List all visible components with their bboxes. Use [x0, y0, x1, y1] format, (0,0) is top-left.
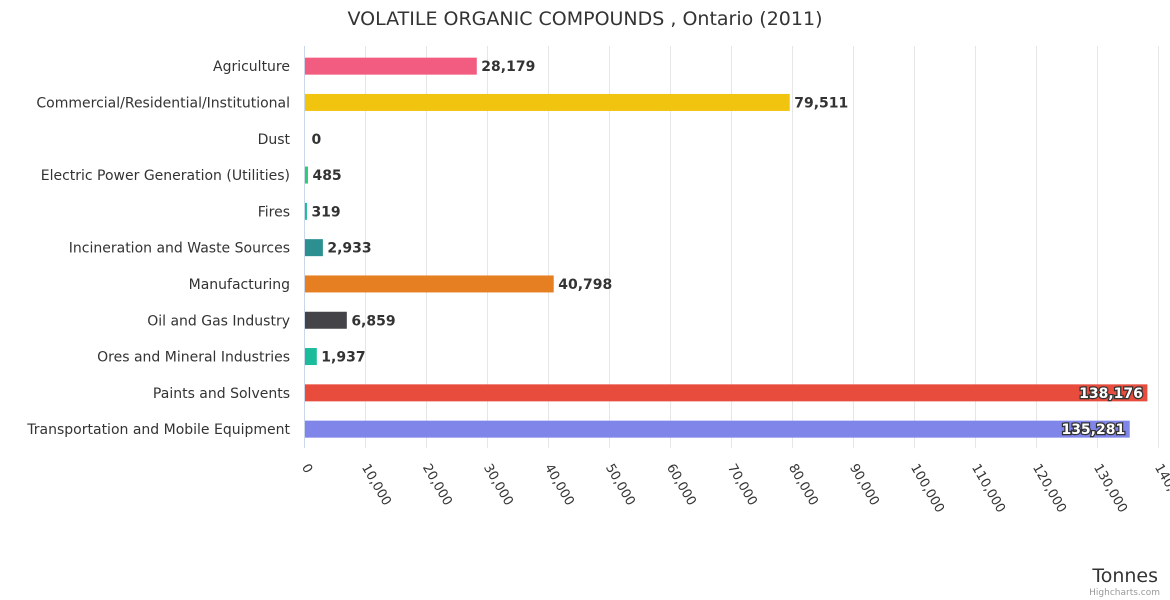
x-tick-label: 120,000	[1029, 462, 1069, 516]
category-label: Incineration and Waste Sources	[69, 241, 290, 257]
grid-layer	[365, 46, 1159, 448]
x-tick-label: 10,000	[358, 462, 394, 509]
data-label: 0	[312, 132, 322, 148]
category-label: Agriculture	[213, 59, 290, 75]
data-label: 6,859	[351, 313, 395, 329]
bar[interactable]	[305, 311, 347, 329]
x-tick-label: 50,000	[602, 462, 638, 509]
x-tick-label: 80,000	[785, 462, 821, 509]
x-tick-labels: 0 10,000 20,000 30,000 40,000 50,000 60,000 70,…	[298, 462, 1170, 516]
bar[interactable]	[305, 384, 1148, 402]
x-tick-label: 100,000	[907, 462, 947, 516]
category-label: Paints and Solvents	[153, 386, 290, 402]
bar[interactable]	[305, 239, 323, 257]
bar[interactable]	[305, 275, 554, 293]
chart-title: VOLATILE ORGANIC COMPOUNDS , Ontario (20…	[348, 8, 823, 30]
bar[interactable]	[305, 348, 317, 366]
x-tick-label: 20,000	[419, 462, 455, 509]
x-tick-label: 30,000	[480, 462, 516, 509]
data-label: 2,933	[327, 241, 371, 257]
x-tick-label: 110,000	[968, 462, 1008, 516]
data-labels: 28,179 79,511 0 485 319 2,933 40,798 6,859 1,937…	[311, 59, 1144, 439]
bars-layer	[305, 57, 1148, 438]
data-label: 1,937	[321, 350, 365, 366]
category-label: Transportation and Mobile Equipment	[26, 422, 290, 438]
x-tick-label: 130,000	[1090, 462, 1130, 516]
bar[interactable]	[305, 202, 307, 220]
category-label: Oil and Gas Industry	[147, 313, 290, 329]
x-tick-label: 60,000	[663, 462, 699, 509]
bar[interactable]	[305, 57, 477, 75]
x-tick-label: 40,000	[541, 462, 577, 509]
credits-link[interactable]: Highcharts.com	[1089, 588, 1160, 598]
data-label: 135,281	[1061, 422, 1125, 438]
data-label: 485	[312, 168, 341, 184]
bar[interactable]	[305, 166, 308, 184]
category-label: Ores and Mineral Industries	[97, 350, 290, 366]
category-label: Commercial/Residential/Institutional	[36, 95, 290, 111]
x-tick-label: 70,000	[724, 462, 760, 509]
category-label: Dust	[258, 132, 291, 148]
bar[interactable]	[305, 420, 1130, 438]
data-label: 319	[311, 204, 340, 220]
category-label: Fires	[258, 204, 290, 220]
x-tick-label: 0	[298, 462, 315, 477]
category-labels: Agriculture Commercial/Residential/Instit…	[26, 59, 290, 438]
category-label: Manufacturing	[189, 277, 290, 293]
bar[interactable]	[305, 93, 790, 111]
data-label: 40,798	[558, 277, 612, 293]
category-label: Electric Power Generation (Utilities)	[41, 168, 290, 184]
data-label: 138,176	[1079, 386, 1143, 402]
data-label: 28,179	[481, 59, 535, 75]
data-label: 79,511	[794, 95, 848, 111]
x-axis-title: Tonnes	[1091, 565, 1158, 587]
x-tick-label: 140,000	[1151, 462, 1170, 516]
x-tick-label: 90,000	[846, 462, 882, 509]
